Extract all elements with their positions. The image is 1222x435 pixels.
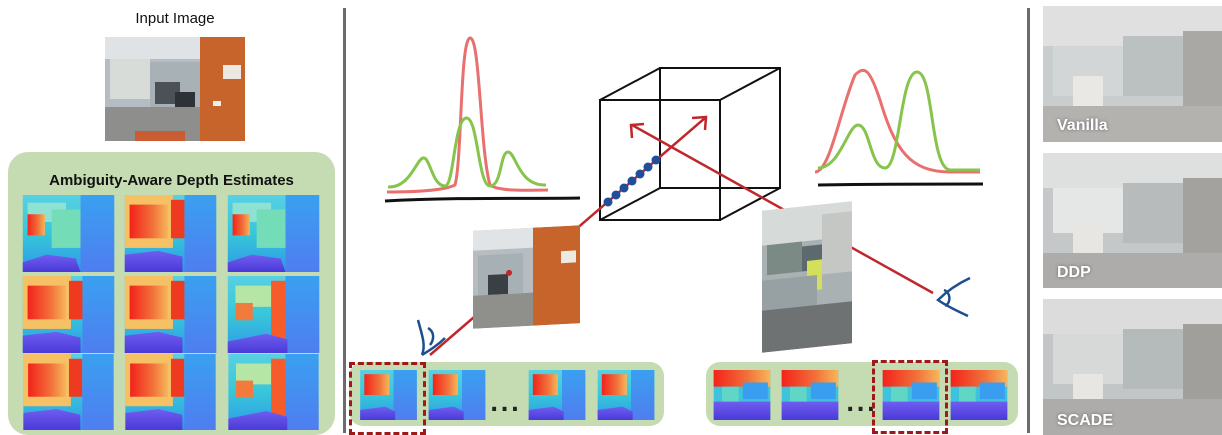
baseline [384,196,581,203]
green-curve [817,70,980,172]
baseline [817,182,984,187]
selected-highlight-left [349,362,426,435]
cube [599,67,781,221]
depth-map [123,195,218,272]
ellipsis: ... [846,392,878,417]
sample-points [603,155,661,207]
strip-depth-map [524,370,590,420]
strip-depth-map [593,370,659,420]
depth-map [226,276,321,353]
strip-depth-map [424,370,490,420]
result-image-scade [1043,299,1222,435]
depth-estimates-title: Ambiguity-Aware Depth Estimates [49,172,294,189]
right-camera-image [762,201,852,353]
depth-map [21,354,116,430]
eye-icon [936,276,971,318]
input-image [105,37,245,141]
divider-right [1027,8,1030,433]
strip-depth-map [709,370,775,420]
result-image-ddp [1043,153,1222,288]
result-image-vanilla [1043,6,1222,142]
strip-depth-map [777,370,843,420]
depth-map [226,354,321,430]
depth-map [226,195,321,272]
depth-map [123,354,218,430]
right-distribution-plot [814,68,984,187]
green-curve [387,116,547,189]
label-vanilla: Vanilla [1057,117,1108,134]
input-image-title: Input Image [135,10,215,27]
strip-depth-map [946,370,1012,420]
left-distribution-plot [384,36,581,203]
depth-map [21,276,116,353]
divider-left [343,8,346,433]
ellipsis: ... [490,392,522,417]
red-curve [814,68,980,174]
selected-highlight-right [872,360,948,434]
depth-map [123,276,218,353]
eye-icon [416,319,446,357]
left-camera-image [473,225,580,329]
label-ddp: DDP [1057,264,1091,281]
red-curve [386,36,549,194]
label-scade: SCADE [1057,412,1114,429]
depth-map [21,195,116,272]
